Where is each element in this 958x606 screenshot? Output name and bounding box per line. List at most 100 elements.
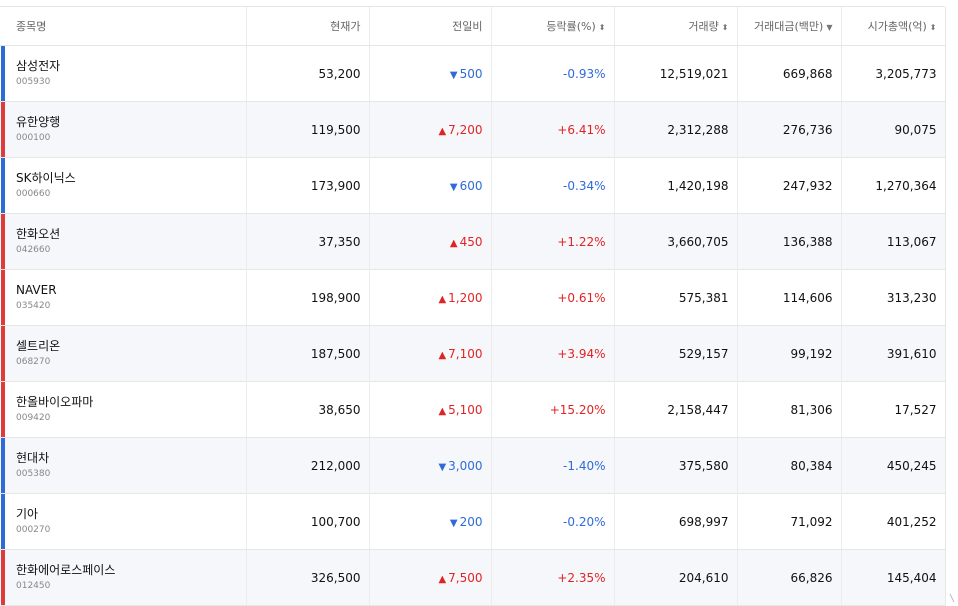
column-header-3[interactable]: 등락률(%) ⬍ xyxy=(491,7,615,46)
table-body: 삼성전자 005930 53,200 ▼ 500 -0.93% 12,519,02… xyxy=(0,45,946,606)
stock-name[interactable]: SK하이닉스 xyxy=(16,171,76,185)
volume-cell: 2,312,288 xyxy=(614,101,738,158)
table-row[interactable]: 한화에어로스페이스 012450 326,500 ▲ 7,500 +2.35% 2… xyxy=(0,549,946,606)
market-cap-cell: 90,075 xyxy=(841,101,946,158)
table-row[interactable]: 현대차 005380 212,000 ▼ 3,000 -1.40% 375,580… xyxy=(0,437,946,494)
market-cap: 145,404 xyxy=(886,570,937,585)
stock-name[interactable]: 현대차 xyxy=(16,451,50,465)
market-cap: 313,230 xyxy=(886,290,937,305)
stock-name[interactable]: 한화오션 xyxy=(16,227,61,241)
stock-code: 005380 xyxy=(16,469,51,479)
stock-name[interactable]: 한화에어로스페이스 xyxy=(16,563,116,577)
table-row[interactable]: 한올바이오파마 009420 38,650 ▲ 5,100 +15.20% 2,1… xyxy=(0,381,946,438)
sort-toggle-icon[interactable]: ▼ xyxy=(826,23,833,32)
trading-volume: 375,580 xyxy=(678,458,729,473)
market-cap: 90,075 xyxy=(894,122,937,137)
change-cell: ▲ 7,200 xyxy=(369,101,492,158)
column-header-1[interactable]: 현재가 xyxy=(246,7,370,46)
table-row[interactable]: SK하이닉스 000660 173,900 ▼ 600 -0.34% 1,420,… xyxy=(0,157,946,214)
trend-indicator-bar xyxy=(1,382,5,437)
stock-name-cell[interactable]: 한화오션 042660 xyxy=(0,213,247,270)
trend-indicator-bar xyxy=(1,494,5,549)
stock-code: 005930 xyxy=(16,77,51,87)
table-row[interactable]: 유한양행 000100 119,500 ▲ 7,200 +6.41% 2,312,… xyxy=(0,101,946,158)
price-change: 7,100 xyxy=(448,346,483,361)
stock-name[interactable]: 기아 xyxy=(16,507,39,521)
stock-code: 000270 xyxy=(16,525,51,535)
column-header-label: 시가총액(억) xyxy=(867,20,927,33)
stock-name-cell[interactable]: 유한양행 000100 xyxy=(0,101,247,158)
trading-amount: 80,384 xyxy=(790,458,833,473)
price-change: 500 xyxy=(459,66,483,81)
column-header-2[interactable]: 전일비 xyxy=(369,7,492,46)
change-rate: -0.20% xyxy=(563,514,606,529)
trading-volume: 529,157 xyxy=(678,346,729,361)
stock-name-cell[interactable]: NAVER 035420 xyxy=(0,269,247,326)
column-header-6[interactable]: 시가총액(억) ⬍ xyxy=(841,7,946,46)
volume-cell: 3,660,705 xyxy=(614,213,738,270)
stock-name-cell[interactable]: 현대차 005380 xyxy=(0,437,247,494)
price-change: 1,200 xyxy=(448,290,483,305)
volume-cell: 12,519,021 xyxy=(614,45,738,102)
market-cap: 113,067 xyxy=(886,234,937,249)
stock-name-cell[interactable]: 한올바이오파마 009420 xyxy=(0,381,247,438)
sort-toggle-icon[interactable]: ⬍ xyxy=(598,23,606,32)
current-price: 212,000 xyxy=(310,458,361,473)
stock-name[interactable]: 유한양행 xyxy=(16,115,61,129)
change-rate: +0.61% xyxy=(557,290,606,305)
stock-name-cell[interactable]: 한화에어로스페이스 012450 xyxy=(0,549,247,606)
stock-name-cell[interactable]: SK하이닉스 000660 xyxy=(0,157,247,214)
table-row[interactable]: 기아 000270 100,700 ▼ 200 -0.20% 698,997 71… xyxy=(0,493,946,550)
market-cap: 3,205,773 xyxy=(875,66,937,81)
stock-name-cell[interactable]: 기아 000270 xyxy=(0,493,247,550)
column-header-5[interactable]: 거래대금(백만) ▼ xyxy=(737,7,842,46)
trend-indicator-bar xyxy=(1,270,5,325)
current-price-cell: 100,700 xyxy=(246,493,370,550)
current-price: 326,500 xyxy=(310,570,361,585)
table-row[interactable]: 셀트리온 068270 187,500 ▲ 7,100 +3.94% 529,15… xyxy=(0,325,946,382)
triangle-up-icon: ▲ xyxy=(438,405,447,417)
trading-amount: 276,736 xyxy=(782,122,833,137)
triangle-up-icon: ▲ xyxy=(438,573,447,585)
change-cell: ▲ 450 xyxy=(369,213,492,270)
trading-volume: 698,997 xyxy=(678,514,729,529)
stock-name[interactable]: 한올바이오파마 xyxy=(16,395,94,409)
amount-cell: 66,826 xyxy=(737,549,842,606)
stock-name[interactable]: 삼성전자 xyxy=(16,59,61,73)
stock-code: 012450 xyxy=(16,581,51,591)
trading-volume: 12,519,021 xyxy=(659,66,729,81)
table-row[interactable]: 한화오션 042660 37,350 ▲ 450 +1.22% 3,660,705… xyxy=(0,213,946,270)
column-header-0[interactable]: 종목명 xyxy=(0,7,247,46)
change-rate: -0.34% xyxy=(563,178,606,193)
stock-ranking-table: 종목명 현재가 전일비 등락률(%) ⬍ 거래량 ⬍ 거래대금(백만) ▼ 시가총액(억) ⬍ 삼성… xyxy=(0,7,946,606)
market-cap-cell: 313,230 xyxy=(841,269,946,326)
column-header-label: 거래량 xyxy=(688,20,719,33)
triangle-up-icon: ▲ xyxy=(449,237,458,249)
trading-amount: 66,826 xyxy=(790,570,833,585)
column-header-4[interactable]: 거래량 ⬍ xyxy=(614,7,738,46)
change-cell: ▼ 3,000 xyxy=(369,437,492,494)
sort-toggle-icon[interactable]: ⬍ xyxy=(929,23,937,32)
table-row[interactable]: 삼성전자 005930 53,200 ▼ 500 -0.93% 12,519,02… xyxy=(0,45,946,102)
scroll-hint-icon xyxy=(949,594,955,602)
price-change: 200 xyxy=(459,514,483,529)
stock-name[interactable]: NAVER xyxy=(16,283,57,297)
change-rate-cell: +0.61% xyxy=(491,269,615,326)
stock-name-cell[interactable]: 삼성전자 005930 xyxy=(0,45,247,102)
current-price: 187,500 xyxy=(310,346,361,361)
change-rate: +15.20% xyxy=(549,402,606,417)
sort-toggle-icon[interactable]: ⬍ xyxy=(721,23,729,32)
stock-name[interactable]: 셀트리온 xyxy=(16,339,61,353)
change-cell: ▼ 500 xyxy=(369,45,492,102)
market-cap: 391,610 xyxy=(886,346,937,361)
amount-cell: 276,736 xyxy=(737,101,842,158)
table-row[interactable]: NAVER 035420 198,900 ▲ 1,200 +0.61% 575,3… xyxy=(0,269,946,326)
market-cap: 1,270,364 xyxy=(875,178,937,193)
trend-indicator-bar xyxy=(1,214,5,269)
volume-cell: 375,580 xyxy=(614,437,738,494)
change-rate: +2.35% xyxy=(557,570,606,585)
triangle-up-icon: ▲ xyxy=(438,293,447,305)
market-cap-cell: 1,270,364 xyxy=(841,157,946,214)
stock-name-cell[interactable]: 셀트리온 068270 xyxy=(0,325,247,382)
volume-cell: 698,997 xyxy=(614,493,738,550)
